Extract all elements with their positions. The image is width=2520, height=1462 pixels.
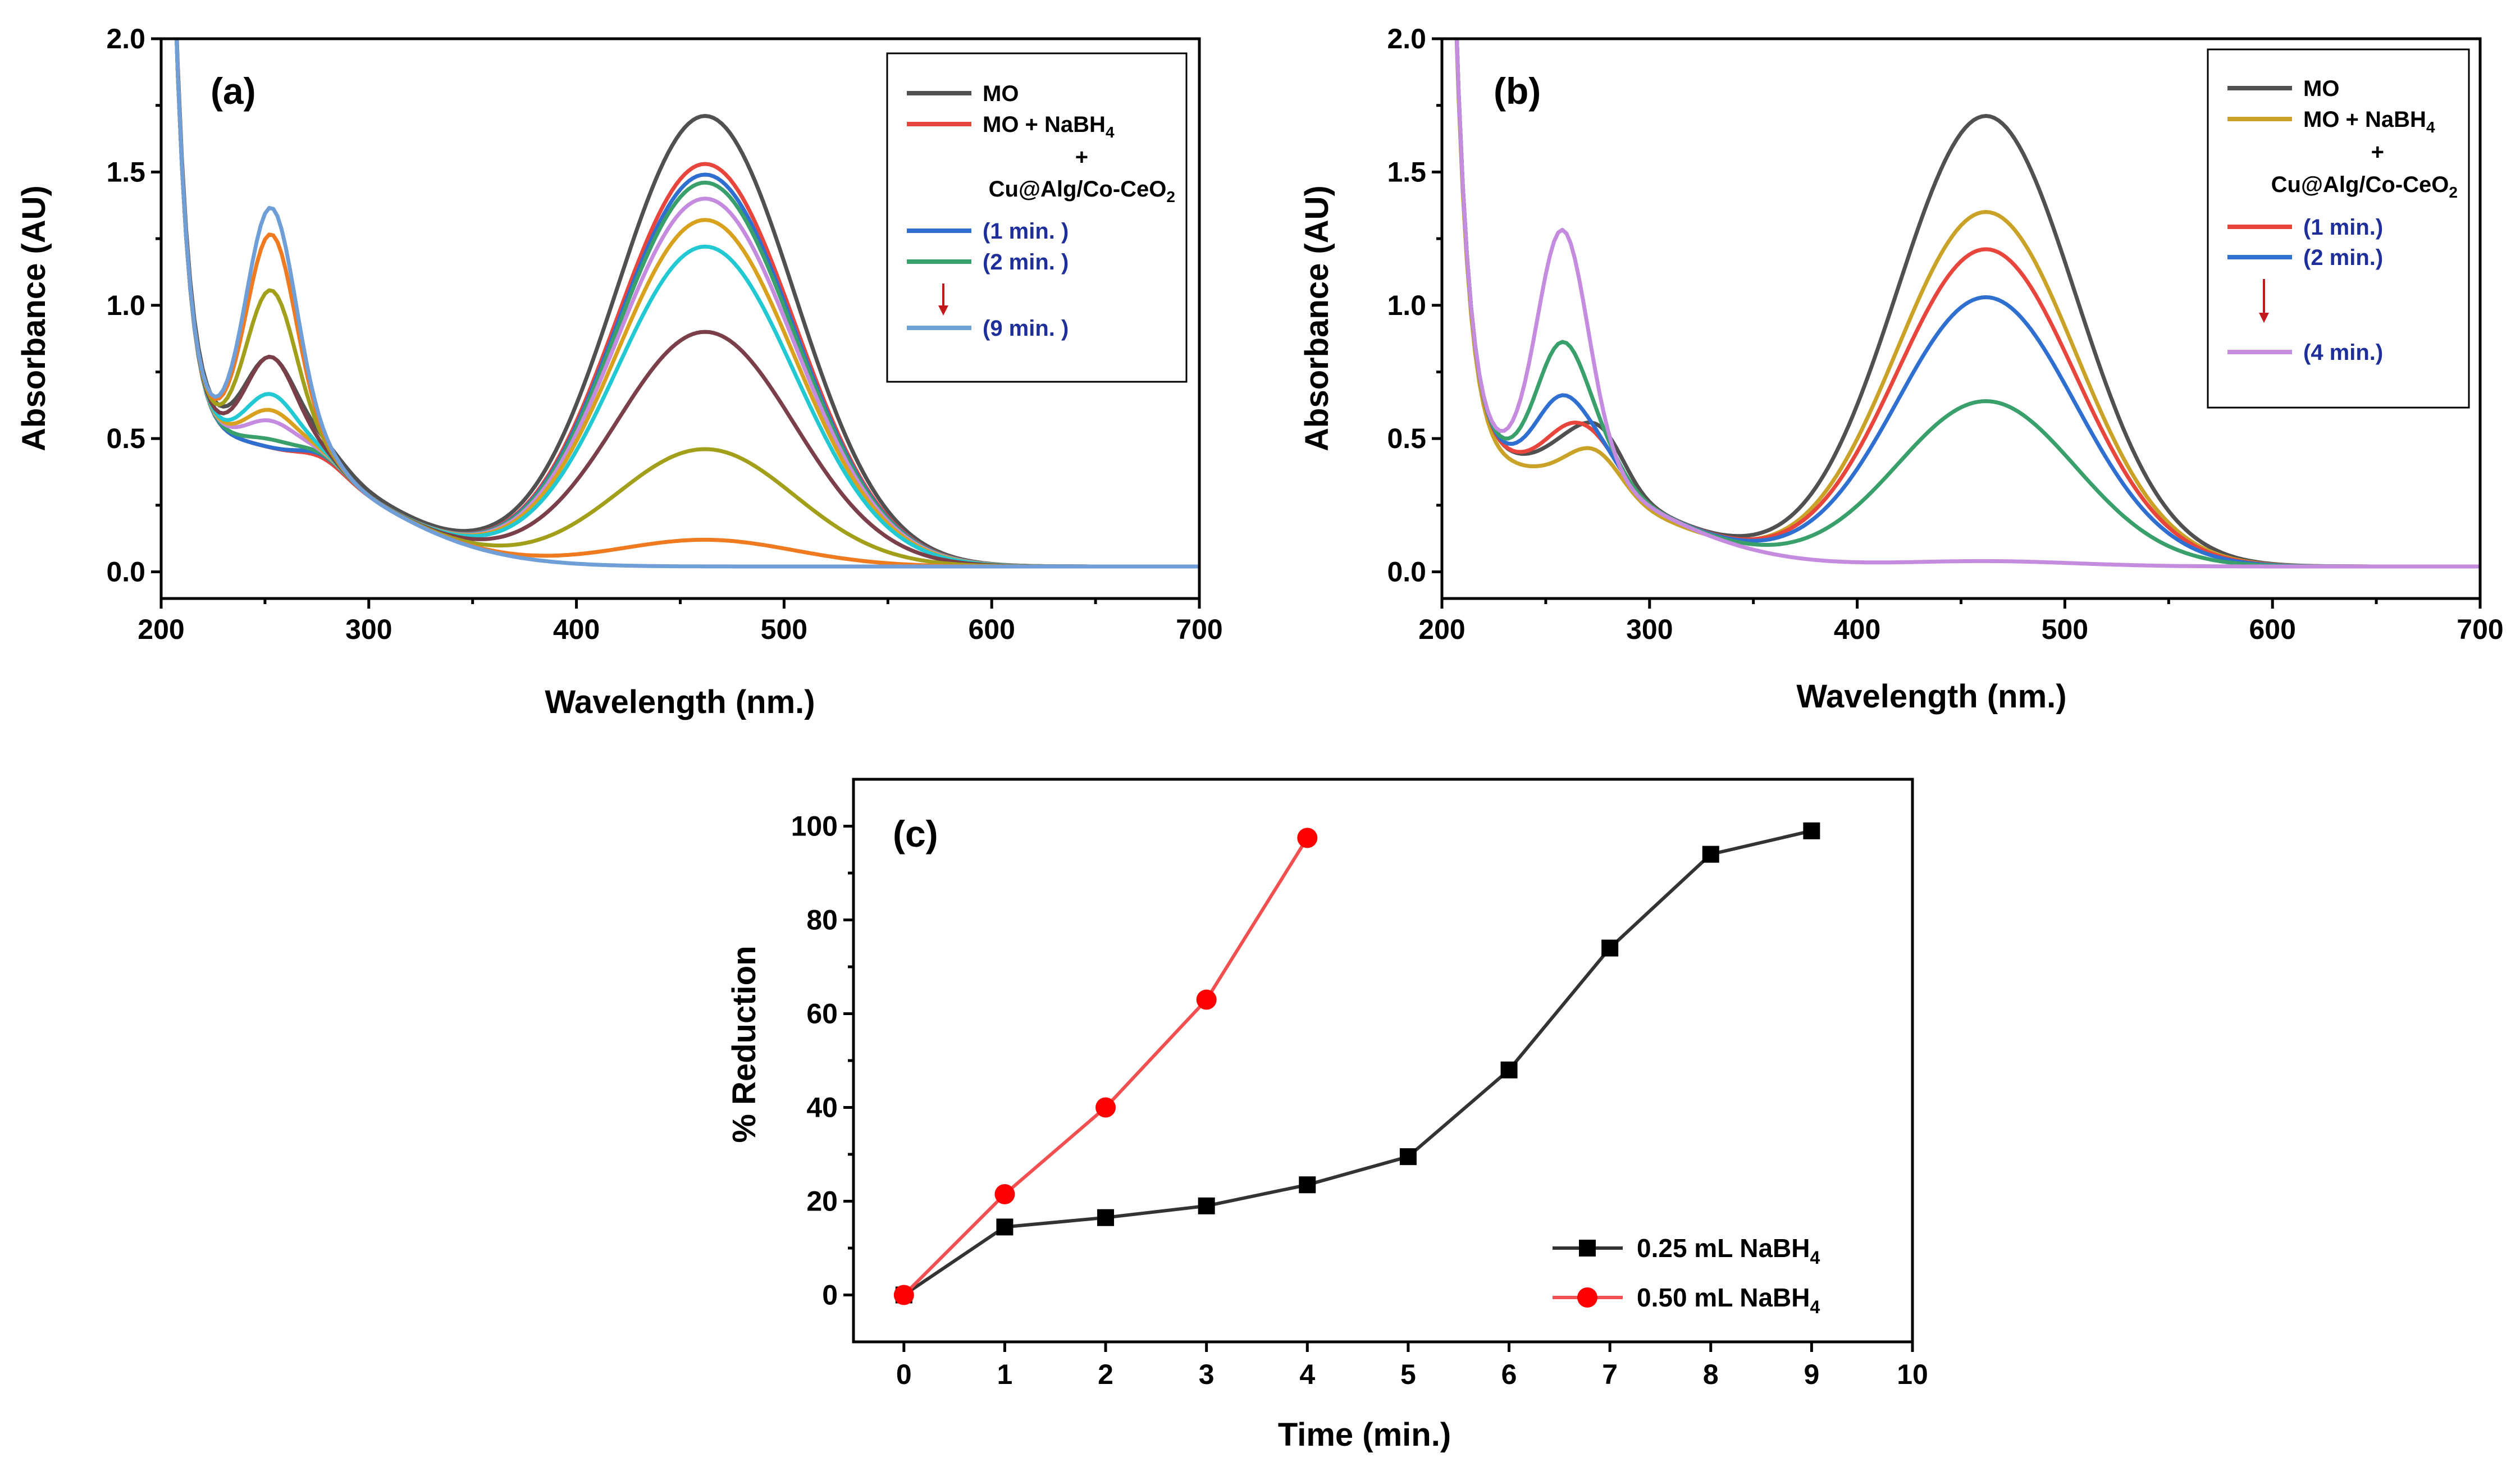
- panel-c-point-0-25-ml-nabh4: [1399, 1148, 1417, 1166]
- panel-c-point-0-25-ml-nabh4: [996, 1218, 1014, 1236]
- panel-a-xtick-label: 600: [968, 614, 1015, 645]
- panel-a-ytick-label: 0.5: [106, 423, 145, 454]
- panel-b-xtick-label: 600: [2249, 614, 2295, 645]
- panel-c-xtick-label: 3: [1199, 1359, 1215, 1390]
- panel-a-curves: [175, 39, 1199, 569]
- panel-b-legend: MO MO + NaBH4 + Cu@Alg/Co-CeO2 (1 min.) (2 mi…: [2207, 48, 2470, 409]
- panel-b-legend-label: (2 min.): [2303, 245, 2383, 270]
- panel-b-xtick-label: 400: [1834, 614, 1880, 645]
- panel-c-legend-label: 0.25 mL NaBH4: [1637, 1233, 1820, 1268]
- panel-a-ytick-label: 1.0: [106, 290, 145, 321]
- panel-b-legend-label: MO + NaBH4: [2303, 107, 2435, 136]
- panel-c-point-0-25-ml-nabh4: [1702, 846, 1719, 863]
- panel-b-ytick-label: 2.0: [1387, 23, 1426, 54]
- panel-c-legend-marker: [1579, 1240, 1596, 1257]
- panel-b-ylabel: Absorbance (AU): [1299, 185, 1335, 451]
- panel-c-xtick-label: 1: [997, 1359, 1013, 1390]
- panel-c-point-0-25-ml-nabh4: [1097, 1209, 1115, 1226]
- panel-a-series-9-min: [175, 39, 1199, 569]
- panel-b-legend-label: Cu@Alg/Co-CeO2: [2271, 172, 2458, 201]
- panel-a-xtick-label: 300: [345, 614, 392, 645]
- panel-a-ytick-label: 1.5: [106, 156, 145, 188]
- panel-a-label: (a): [211, 70, 256, 112]
- panel-b-xtick-label: 200: [1418, 614, 1465, 645]
- panel-c-ytick-label: 100: [791, 811, 838, 842]
- panel-a-xtick-label: 700: [1176, 614, 1222, 645]
- panel-c-point-0-50-ml-nabh4: [1297, 828, 1318, 848]
- panel-a-ytick-label: 2.0: [106, 23, 145, 54]
- panel-b-legend-arrow-head: [2259, 313, 2269, 323]
- panel-b-ticks: 200 300 400 500 600 700 0.0 0.5 1.0 1.5 2.0: [1387, 23, 2503, 645]
- chart-panel-a: 200 300 400 500 600 700 0.0 0.5 1.0 1.5 2.0 (a) Wa…: [16, 23, 1223, 720]
- panel-c-curves: [893, 822, 1820, 1305]
- panel-c-point-0-25-ml-nabh4: [1299, 1176, 1316, 1194]
- panel-c-point-0-50-ml-nabh4: [1196, 989, 1217, 1010]
- panel-a-xlabel: Wavelength (nm.): [545, 684, 815, 720]
- panel-c-ytick-label: 80: [806, 904, 838, 936]
- panel-b-ytick-label: 1.5: [1387, 156, 1426, 188]
- panel-a-legend-label: +: [1075, 145, 1088, 170]
- panel-a-legend-label: (2 min. ): [983, 250, 1069, 275]
- panel-a-ylabel: Absorbance (AU): [16, 185, 52, 451]
- panel-c-ylabel: % Reduction: [726, 945, 763, 1143]
- panel-a-ticks: 200 300 400 500 600 700 0.0 0.5 1.0 1.5 2.0: [106, 23, 1222, 645]
- panel-b-legend-label: MO: [2303, 76, 2339, 101]
- panel-b-xtick-label: 700: [2457, 614, 2503, 645]
- panel-c-xtick-label: 0: [896, 1359, 912, 1390]
- panel-c-xtick-label: 6: [1501, 1359, 1517, 1390]
- panel-c-xtick-label: 5: [1400, 1359, 1416, 1390]
- panel-a-legend-label: (9 min. ): [983, 316, 1069, 341]
- panel-a-legend-label: (1 min. ): [983, 219, 1069, 244]
- panel-c-ytick-label: 40: [806, 1092, 838, 1123]
- panel-b-legend-label: (4 min.): [2303, 340, 2383, 365]
- panel-a-legend-arrow-head: [938, 305, 948, 316]
- panel-c-xlabel: Time (min.): [1278, 1417, 1451, 1453]
- panel-c-ytick-label: 60: [806, 998, 838, 1030]
- panel-a-legend: MO MO + NaBH4 + Cu@Alg/Co-CeO2 (1 min. ) (2 m…: [886, 52, 1188, 383]
- panel-c-point-0-25-ml-nabh4: [1500, 1061, 1518, 1079]
- panel-b-label: (b): [1494, 70, 1541, 112]
- panel-b-ytick-label: 0.0: [1387, 556, 1426, 588]
- panel-c-point-0-50-ml-nabh4: [994, 1184, 1015, 1204]
- panel-b-xlabel: Wavelength (nm.): [1796, 678, 2066, 715]
- panel-c-line-0-25-ml-nabh4: [903, 829, 1813, 1296]
- chart-panel-b: 200 300 400 500 600 700 0.0 0.5 1.0 1.5 2.0 (b) Wa…: [1299, 23, 2504, 715]
- panel-a-xtick-label: 200: [138, 614, 184, 645]
- panel-c-ytick-label: 0: [822, 1280, 838, 1311]
- panel-c-line-0-50-ml-nabh4: [902, 837, 1309, 1296]
- panel-b-curves: [1454, 39, 2480, 569]
- panel-c-xtick-label: 7: [1602, 1359, 1618, 1390]
- panel-b-xtick-label: 500: [2042, 614, 2088, 645]
- panel-b-xtick-label: 300: [1626, 614, 1673, 645]
- panel-c-xtick-label: 8: [1703, 1359, 1719, 1390]
- panel-b-ytick-label: 1.0: [1387, 290, 1426, 321]
- panel-a-legend-label: MO + NaBH4: [983, 112, 1115, 141]
- panel-b-ytick-label: 0.5: [1387, 423, 1426, 454]
- panel-c-legend: 0.25 mL NaBH4 0.50 mL NaBH4: [1553, 1233, 1820, 1317]
- panel-a-ytick-label: 0.0: [106, 556, 145, 588]
- panel-c-xtick-label: 9: [1804, 1359, 1819, 1390]
- panel-c-xtick-label: 4: [1299, 1359, 1315, 1390]
- panel-c-point-0-25-ml-nabh4: [1601, 939, 1619, 957]
- panel-c-xtick-label: 2: [1098, 1359, 1113, 1390]
- panel-c-point-0-25-ml-nabh4: [1198, 1197, 1215, 1214]
- panel-c-point-0-50-ml-nabh4: [893, 1285, 914, 1305]
- panel-c-label: (c): [893, 813, 938, 855]
- panel-a-legend-label: MO: [983, 81, 1019, 106]
- panel-b-legend-label: +: [2371, 140, 2384, 165]
- panel-a-xtick-label: 500: [761, 614, 807, 645]
- panel-c-point-0-50-ml-nabh4: [1095, 1097, 1116, 1118]
- panel-c-legend-label: 0.50 mL NaBH4: [1637, 1283, 1820, 1317]
- panel-b-series-4-min: [1455, 39, 2480, 569]
- panel-c-ytick-label: 20: [806, 1186, 838, 1217]
- panel-c-point-0-25-ml-nabh4: [1803, 822, 1820, 839]
- panel-a-legend-label: Cu@Alg/Co-CeO2: [989, 177, 1175, 205]
- panel-c-xtick-label: 10: [1897, 1359, 1928, 1390]
- panel-c-legend-marker: [1577, 1287, 1597, 1308]
- panel-a-xtick-label: 400: [553, 614, 600, 645]
- panel-b-legend-label: (1 min.): [2303, 215, 2383, 240]
